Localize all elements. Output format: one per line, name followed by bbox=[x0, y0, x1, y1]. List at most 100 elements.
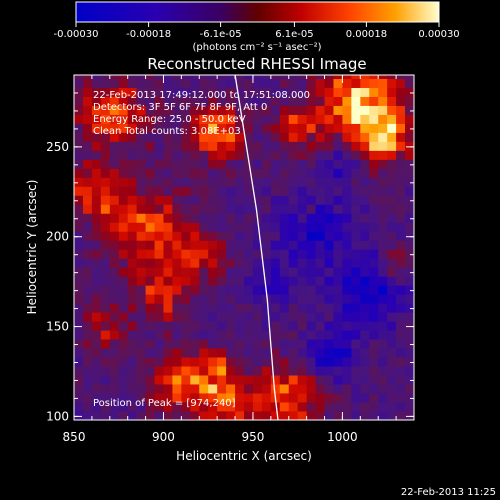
heatmap-pixel bbox=[208, 123, 218, 133]
heatmap-pixel bbox=[208, 402, 218, 412]
heatmap-pixel bbox=[324, 267, 334, 277]
heatmap-pixel bbox=[378, 96, 388, 106]
heatmap-pixel bbox=[387, 195, 397, 205]
heatmap-pixel bbox=[324, 303, 334, 313]
heatmap-pixel bbox=[270, 186, 281, 196]
heatmap-pixel bbox=[172, 231, 182, 241]
heatmap-pixel bbox=[82, 204, 93, 214]
heatmap-pixel bbox=[297, 312, 308, 322]
heatmap-pixel bbox=[235, 114, 245, 124]
heatmap-pixel bbox=[154, 384, 164, 394]
heatmap-pixel bbox=[270, 96, 281, 106]
heatmap-pixel bbox=[244, 375, 254, 385]
heatmap-pixel bbox=[324, 96, 334, 106]
heatmap-pixel bbox=[208, 177, 218, 187]
heatmap-pixel bbox=[405, 240, 414, 250]
heatmap-pixel bbox=[405, 78, 414, 88]
heatmap-pixel bbox=[279, 114, 290, 124]
heatmap-pixel bbox=[405, 123, 414, 133]
heatmap-pixel bbox=[405, 294, 414, 304]
heatmap-pixel bbox=[100, 222, 111, 232]
heatmap-pixel bbox=[136, 141, 146, 151]
heatmap-pixel bbox=[378, 132, 388, 142]
heatmap-pixel bbox=[324, 78, 334, 88]
heatmap-pixel bbox=[270, 312, 281, 322]
heatmap-pixel bbox=[208, 339, 218, 349]
heatmap-pixel bbox=[270, 411, 281, 420]
heatmap-pixel bbox=[145, 231, 155, 241]
heatmap-pixel bbox=[217, 267, 227, 277]
heatmap-pixel bbox=[91, 123, 102, 133]
heatmap-pixel bbox=[154, 258, 164, 268]
heatmap-pixel bbox=[369, 159, 379, 169]
heatmap-pixel bbox=[360, 123, 370, 133]
heatmap-pixel bbox=[136, 321, 146, 331]
heatmap-pixel bbox=[405, 96, 414, 106]
heatmap-pixel bbox=[181, 87, 191, 97]
heatmap-pixel bbox=[288, 87, 299, 97]
heatmap-pixel bbox=[127, 312, 138, 322]
heatmap-pixel bbox=[405, 330, 414, 340]
heatmap-pixel bbox=[91, 258, 102, 268]
heatmap-pixel bbox=[360, 276, 370, 286]
heatmap-pixel bbox=[82, 294, 93, 304]
heatmap-pixel bbox=[360, 177, 370, 187]
heatmap-pixel bbox=[252, 123, 263, 133]
heatmap-pixel bbox=[288, 168, 299, 178]
heatmap-pixel bbox=[235, 258, 245, 268]
heatmap-pixel bbox=[91, 231, 102, 241]
heatmap-pixel bbox=[288, 276, 299, 286]
heatmap-pixel bbox=[360, 213, 370, 223]
heatmap-pixel bbox=[190, 123, 200, 133]
heatmap-pixel bbox=[217, 303, 227, 313]
heatmap-pixel bbox=[369, 411, 379, 420]
heatmap-pixel bbox=[190, 321, 200, 331]
heatmap-pixel bbox=[333, 357, 343, 367]
heatmap-pixel bbox=[333, 411, 343, 420]
heatmap-pixel bbox=[100, 105, 111, 115]
heatmap-pixel bbox=[190, 348, 200, 358]
heatmap-pixel bbox=[118, 402, 129, 412]
heatmap-pixel bbox=[109, 285, 120, 295]
heatmap-pixel bbox=[163, 339, 173, 349]
heatmap-pixel bbox=[154, 285, 164, 295]
heatmap-pixel bbox=[217, 348, 227, 358]
heatmap-pixel bbox=[172, 312, 182, 322]
heatmap-pixel bbox=[145, 339, 155, 349]
heatmap-pixel bbox=[333, 312, 343, 322]
heatmap-pixel bbox=[378, 348, 388, 358]
heatmap-pixel bbox=[324, 105, 334, 115]
heatmap-pixel bbox=[342, 303, 352, 313]
heatmap-pixel bbox=[109, 348, 120, 358]
heatmap-pixel bbox=[172, 213, 182, 223]
heatmap-pixel bbox=[190, 303, 200, 313]
heatmap-pixel bbox=[288, 375, 299, 385]
heatmap-pixel bbox=[360, 303, 370, 313]
heatmap-pixel bbox=[396, 321, 406, 331]
heatmap-pixel bbox=[387, 159, 397, 169]
heatmap-pixel bbox=[127, 141, 138, 151]
heatmap-pixel bbox=[181, 213, 191, 223]
annotation-energy-range: Energy Range: 25.0 - 50.0 keV bbox=[93, 114, 246, 125]
heatmap-pixel bbox=[297, 87, 308, 97]
heatmap-pixel bbox=[387, 240, 397, 250]
heatmap-pixel bbox=[297, 78, 308, 88]
heatmap-pixel bbox=[118, 249, 129, 259]
heatmap-pixel bbox=[163, 96, 173, 106]
heatmap-pixel bbox=[387, 357, 397, 367]
heatmap-pixel bbox=[217, 321, 227, 331]
heatmap-pixel bbox=[297, 348, 308, 358]
heatmap-pixel bbox=[154, 87, 164, 97]
heatmap-pixel bbox=[172, 402, 182, 412]
heatmap-pixel bbox=[190, 312, 200, 322]
heatmap-pixel bbox=[172, 249, 182, 259]
heatmap-pixel bbox=[261, 240, 272, 250]
heatmap-pixel bbox=[333, 123, 343, 133]
heatmap-pixel bbox=[297, 411, 308, 420]
heatmap-pixel bbox=[226, 393, 236, 403]
heatmap-pixel bbox=[360, 222, 370, 232]
x-tick-label: 900 bbox=[152, 430, 175, 444]
heatmap-pixel bbox=[378, 186, 388, 196]
heatmap-pixel bbox=[145, 258, 155, 268]
